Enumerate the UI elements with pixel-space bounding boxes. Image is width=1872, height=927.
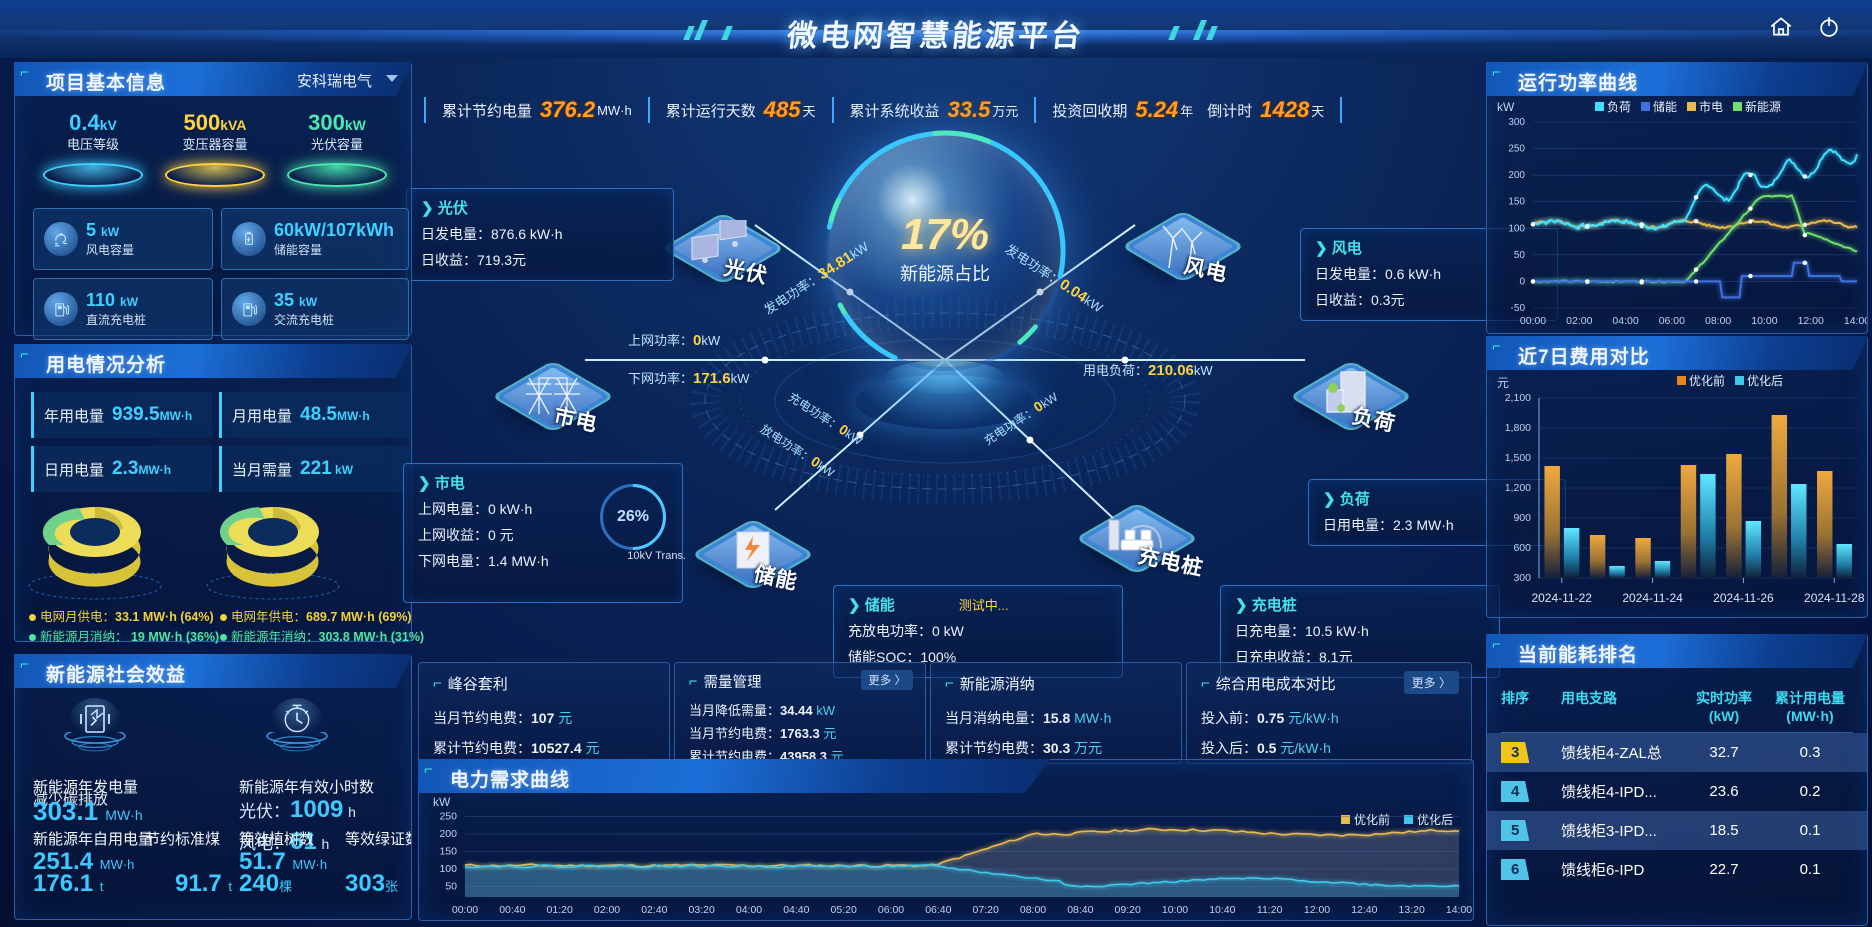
svg-text:08:40: 08:40 <box>1067 904 1093 916</box>
svg-text:02:00: 02:00 <box>1566 315 1592 327</box>
svg-text:04:40: 04:40 <box>783 904 809 916</box>
svg-text:100: 100 <box>1508 223 1525 234</box>
svg-text:12:40: 12:40 <box>1351 904 1377 916</box>
svg-text:50: 50 <box>445 881 457 893</box>
svg-text:1,500: 1,500 <box>1505 452 1531 464</box>
svg-text:2024-11-24: 2024-11-24 <box>1622 591 1683 605</box>
svg-text:13:20: 13:20 <box>1399 904 1425 916</box>
svg-text:00:00: 00:00 <box>1520 315 1546 327</box>
svg-text:200: 200 <box>1508 170 1525 181</box>
svg-text:14:00: 14:00 <box>1446 904 1472 916</box>
svg-text:150: 150 <box>439 846 457 858</box>
svg-text:1,200: 1,200 <box>1505 482 1531 494</box>
svg-text:900: 900 <box>1513 512 1531 524</box>
svg-text:06:00: 06:00 <box>878 904 904 916</box>
svg-text:250: 250 <box>439 811 457 823</box>
svg-text:04:00: 04:00 <box>736 904 762 916</box>
svg-text:2,100: 2,100 <box>1505 392 1531 404</box>
svg-text:250: 250 <box>1508 144 1525 155</box>
svg-text:2024-11-22: 2024-11-22 <box>1531 591 1592 605</box>
svg-text:01:20: 01:20 <box>547 904 573 916</box>
svg-text:00:00: 00:00 <box>452 904 478 916</box>
svg-text:100: 100 <box>439 863 457 875</box>
svg-text:2024-11-28: 2024-11-28 <box>1804 591 1865 605</box>
svg-text:08:00: 08:00 <box>1705 315 1731 327</box>
svg-text:03:20: 03:20 <box>689 904 715 916</box>
svg-text:14:00: 14:00 <box>1844 315 1867 327</box>
svg-text:07:20: 07:20 <box>973 904 999 916</box>
svg-text:02:40: 02:40 <box>641 904 667 916</box>
svg-text:06:00: 06:00 <box>1659 315 1685 327</box>
svg-text:05:20: 05:20 <box>831 904 857 916</box>
svg-text:2024-11-26: 2024-11-26 <box>1713 591 1774 605</box>
svg-text:1,800: 1,800 <box>1505 422 1531 434</box>
svg-text:09:20: 09:20 <box>1115 904 1141 916</box>
svg-text:00:40: 00:40 <box>499 904 525 916</box>
svg-text:10:00: 10:00 <box>1162 904 1188 916</box>
svg-text:02:00: 02:00 <box>594 904 620 916</box>
svg-text:04:00: 04:00 <box>1612 315 1638 327</box>
svg-text:200: 200 <box>439 828 457 840</box>
svg-text:0: 0 <box>1519 276 1525 287</box>
svg-text:300: 300 <box>1508 117 1525 128</box>
svg-text:11:20: 11:20 <box>1257 904 1283 916</box>
svg-text:12:00: 12:00 <box>1798 315 1824 327</box>
svg-text:06:40: 06:40 <box>925 904 951 916</box>
svg-text:300: 300 <box>1513 572 1531 584</box>
svg-text:-50: -50 <box>1511 303 1526 314</box>
svg-text:08:00: 08:00 <box>1020 904 1046 916</box>
svg-text:600: 600 <box>1513 542 1531 554</box>
svg-text:10:00: 10:00 <box>1751 315 1777 327</box>
svg-text:150: 150 <box>1508 197 1525 208</box>
svg-text:50: 50 <box>1514 250 1526 261</box>
svg-text:10:40: 10:40 <box>1209 904 1235 916</box>
svg-text:12:00: 12:00 <box>1304 904 1330 916</box>
